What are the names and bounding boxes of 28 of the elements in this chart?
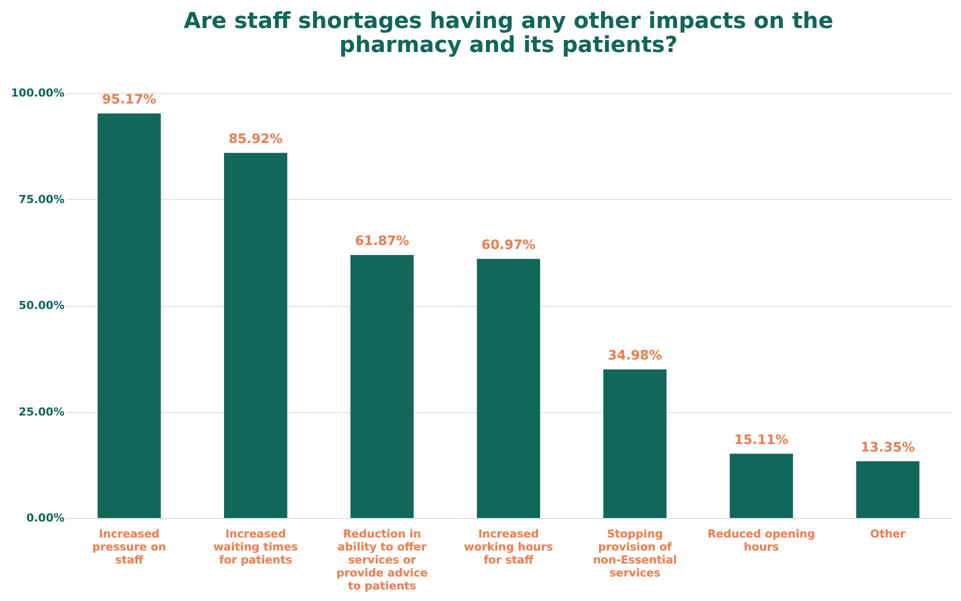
y-tick-label: 25.00% [18,405,64,418]
data-label: 13.35% [860,440,915,456]
x-tick-label: Increased pressure on staff [92,528,166,566]
data-label: 34.98% [608,348,662,364]
text: Are staff shortages having any other impacts on the [184,9,834,34]
data-label: 95.17% [102,92,156,108]
x-tick-label: Reduced opening hours [708,528,816,554]
bar [224,152,288,518]
x-tick-label: Other [870,528,906,540]
bar [856,461,920,518]
y-tick-label: 100.00% [11,86,64,100]
bar [603,369,667,518]
y-tick-label: 75.00% [18,192,64,206]
bar [98,114,161,518]
x-tick-label: Reduction in ability to offer services or provide advice to patients [336,528,428,592]
bar [476,258,540,518]
y-tick-label: 0.00% [26,512,64,524]
bar [730,454,793,518]
data-label: 15.11% [734,432,788,448]
x-tick-label: Stopping provision of non-Essential services [592,528,677,580]
bar [350,255,414,518]
data-label: 85.92% [228,132,283,147]
text: pharmacy and its patients? [339,33,678,58]
data-label: 61.87% [354,234,410,250]
x-tick-label: Increased working hours for staff [464,528,554,566]
x-tick-label: Increased waiting times for patients [213,528,298,566]
data-label: 60.97% [481,238,536,253]
y-tick-label: 50.00% [18,299,64,312]
